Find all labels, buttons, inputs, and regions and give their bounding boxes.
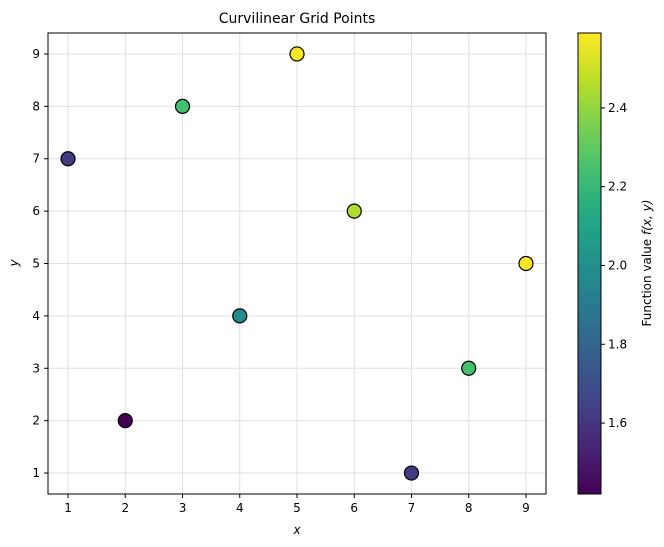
x-tick-label: 5 bbox=[293, 501, 301, 515]
colorbar-tick-label: 1.6 bbox=[608, 416, 627, 430]
y-axis-ticks: 1 2 3 4 5 6 7 8 9 bbox=[32, 47, 48, 480]
y-tick-label: 1 bbox=[32, 466, 40, 480]
colorbar-label-text: Function value bbox=[640, 235, 654, 326]
y-tick-label: 2 bbox=[32, 414, 40, 428]
x-axis-label: x bbox=[292, 523, 301, 537]
scatter-point bbox=[60, 151, 76, 167]
chart-title: Curvilinear Grid Points bbox=[219, 11, 376, 27]
scatter-point bbox=[232, 308, 248, 324]
colorbar-tick-label: 2.0 bbox=[608, 258, 627, 272]
x-tick-label: 1 bbox=[64, 501, 72, 515]
y-tick-label: 4 bbox=[32, 309, 40, 323]
x-tick-label: 8 bbox=[465, 501, 473, 515]
y-tick-label: 9 bbox=[32, 47, 40, 61]
y-tick-label: 3 bbox=[32, 361, 40, 375]
x-tick-label: 7 bbox=[408, 501, 416, 515]
y-tick-label: 7 bbox=[32, 152, 40, 166]
x-tick-label: 4 bbox=[236, 501, 244, 515]
scatter-point bbox=[403, 465, 420, 481]
scatter-point bbox=[174, 98, 191, 114]
scatter-point bbox=[117, 413, 133, 429]
x-tick-label: 2 bbox=[121, 501, 129, 515]
y-tick-label: 6 bbox=[32, 204, 40, 218]
scatter-point bbox=[461, 360, 477, 376]
colorbar-ticks: 1.6 1.8 2.0 2.2 2.4 bbox=[601, 101, 627, 430]
colorbar-label-math: f(x, y) bbox=[640, 200, 654, 235]
colorbar bbox=[577, 32, 602, 495]
y-tick-label: 5 bbox=[32, 257, 40, 271]
scatter-point bbox=[289, 46, 305, 62]
y-axis-label: y bbox=[7, 259, 21, 268]
colorbar-tick-label: 2.4 bbox=[608, 101, 627, 115]
x-axis-ticks: 1 2 3 4 5 6 7 8 9 bbox=[64, 494, 530, 515]
scatter-point bbox=[518, 255, 534, 272]
x-tick-label: 9 bbox=[522, 501, 530, 515]
colorbar-tick-label: 2.2 bbox=[608, 180, 627, 194]
x-tick-label: 6 bbox=[350, 501, 358, 515]
colorbar-tick-label: 1.8 bbox=[608, 337, 627, 351]
x-tick-label: 3 bbox=[179, 501, 187, 515]
colorbar-label: Function value f(x, y) bbox=[640, 200, 654, 327]
scatter-point bbox=[346, 203, 362, 219]
scatter-points bbox=[60, 46, 534, 481]
y-tick-label: 8 bbox=[32, 99, 40, 113]
